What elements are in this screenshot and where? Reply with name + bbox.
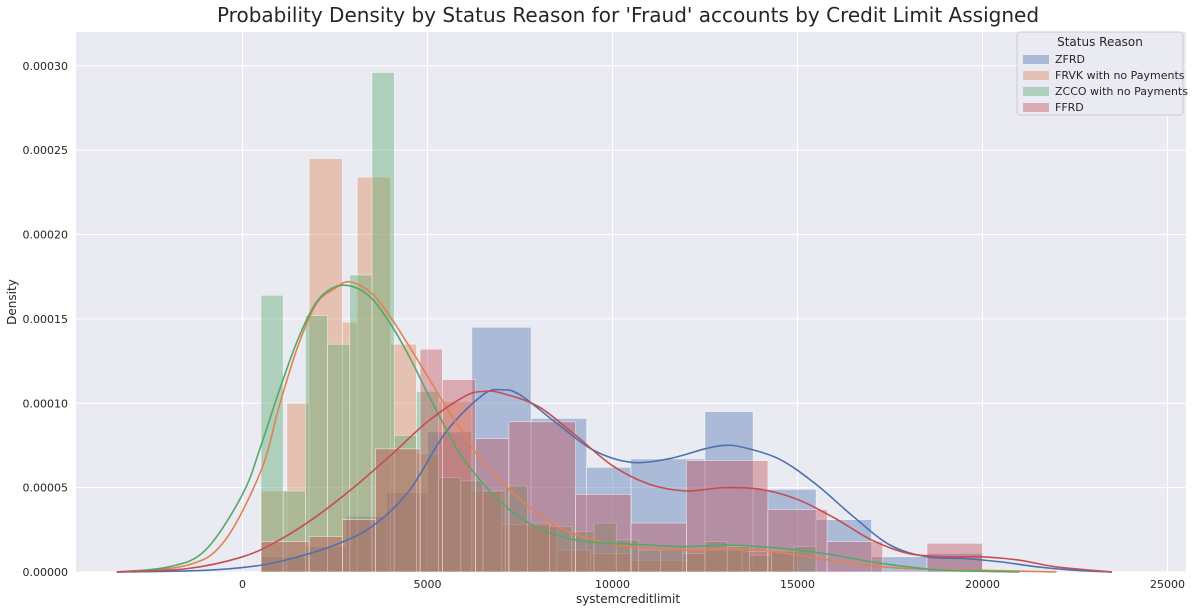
legend-swatch-frvk-with-no-payments: [1023, 71, 1049, 80]
x-tick-label: 10000: [595, 578, 630, 591]
y-axis-title: Density: [5, 279, 19, 325]
histogram-bars: [260, 72, 983, 573]
y-tick-label: 0.00025: [23, 144, 69, 157]
x-tick-label: 20000: [965, 578, 1000, 591]
x-tick-label: 5000: [414, 578, 442, 591]
legend-frame: [1016, 31, 1184, 116]
kde-line-ffrd: [116, 390, 1113, 573]
x-tick-label: 25000: [1150, 578, 1185, 591]
histogram-bar-ffrd: [826, 541, 883, 573]
histogram-bar-ffrd: [260, 541, 310, 573]
kde-line-zcco-with-no-payments: [116, 284, 1020, 573]
legend-label-frvk-with-no-payments: FRVK with no Payments: [1055, 69, 1185, 82]
histogram-bar-zcco-with-no-payments: [305, 315, 328, 573]
y-tick-label: 0.00020: [23, 229, 69, 242]
histogram-bar-zfrd: [305, 546, 347, 573]
histogram-bar-ffrd: [308, 536, 343, 573]
legend-swatch-zfrd: [1023, 55, 1049, 64]
x-axis-title: systemcreditlimit: [576, 592, 680, 606]
y-tick-label: 0.00015: [23, 313, 69, 326]
histogram-bar-ffrd: [508, 421, 576, 573]
legend-title: Status Reason: [1057, 35, 1143, 49]
y-tick-label: 0.00000: [23, 566, 69, 579]
x-tick-label: 15000: [780, 578, 815, 591]
kde-curves: [116, 280, 1113, 573]
y-tick-label: 0.00005: [23, 482, 69, 495]
histogram-bar-ffrd: [575, 494, 632, 573]
histogram-bar-ffrd: [686, 460, 769, 573]
histogram-bar-frvk-with-no-payments: [390, 343, 417, 573]
histogram-bar-ffrd: [767, 509, 828, 573]
y-axis-ticks: 0.00000 0.00005 0.00010 0.00015 0.00020 0.000…: [23, 60, 69, 579]
histogram-bar-zfrd: [386, 492, 428, 573]
chart-title: Probability Density by Status Reason for…: [217, 3, 1039, 27]
x-axis-ticks: 0 5000 10000 15000 20000 25000: [239, 578, 1185, 591]
legend-label-ffrd: FFRD: [1055, 101, 1084, 114]
legend-items: ZFRD FRVK with no Payments ZCCO with no Pa…: [1023, 53, 1188, 114]
histogram-bar-zfrd: [427, 431, 473, 573]
x-tick-label: 0: [239, 578, 246, 591]
kde-line-frvk-with-no-payments: [116, 280, 1057, 573]
histogram-bar-ffrd: [375, 448, 421, 573]
legend-swatch-zcco-with-no-payments: [1023, 87, 1049, 96]
histogram-bar-zfrd: [815, 519, 872, 573]
legend-label-zfrd: ZFRD: [1055, 53, 1085, 66]
y-tick-label: 0.00010: [23, 397, 69, 410]
histogram-bar-zfrd: [345, 516, 388, 573]
histogram-bar-frvk-with-no-payments: [471, 490, 502, 573]
kde-line-zfrd: [116, 388, 1113, 573]
legend-swatch-ffrd: [1023, 103, 1049, 112]
y-tick-label: 0.00030: [23, 60, 69, 73]
legend-label-zcco-with-no-payments: ZCCO with no Payments: [1055, 85, 1188, 98]
histogram-bar-frvk-with-no-payments: [356, 176, 391, 573]
histogram-bar-ffrd: [342, 519, 376, 573]
histogram-bar-ffrd: [630, 522, 687, 573]
